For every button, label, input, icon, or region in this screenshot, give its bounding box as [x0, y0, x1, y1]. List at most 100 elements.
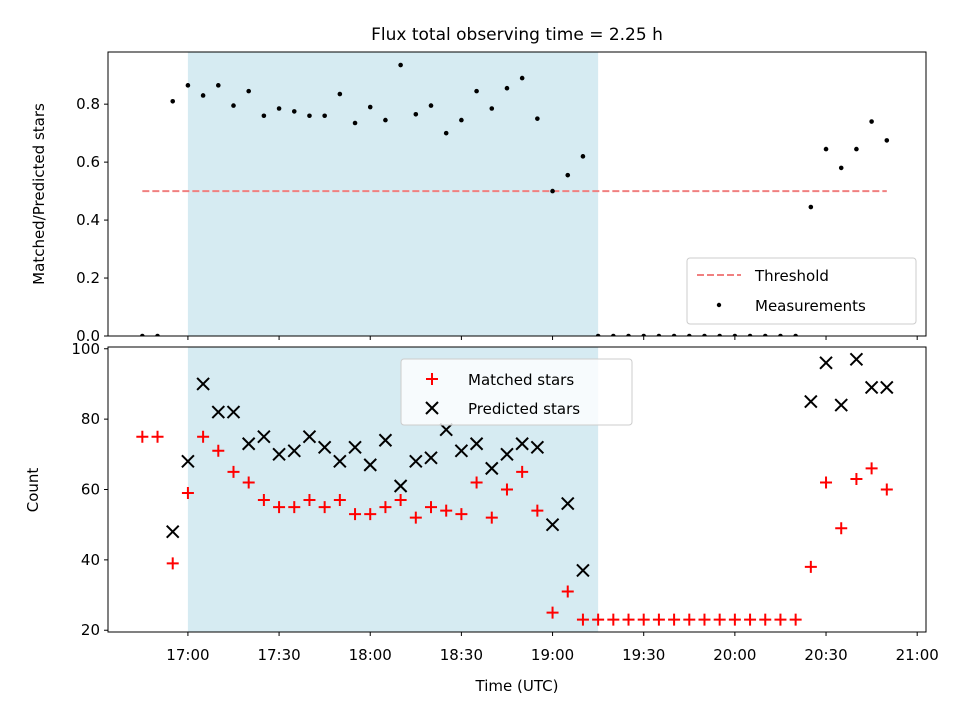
measurement-point — [762, 333, 768, 336]
predicted-star-point — [409, 454, 423, 469]
y-tick-label: 0.2 — [76, 269, 100, 287]
matched-star-point — [713, 613, 726, 626]
top-plot-area — [140, 62, 890, 336]
measurement-point — [686, 333, 692, 336]
x-tick-label: 17:30 — [257, 646, 300, 664]
predicted-star-point — [257, 430, 271, 444]
measurement-point — [474, 88, 479, 94]
x-tick-label: 20:30 — [804, 646, 847, 664]
bottom-x-axis: 17:00 17:30 18:00 18:30 19:00 19:30 20:00 20:30… — [166, 632, 939, 664]
predicted-star-point — [393, 479, 408, 493]
matched-star-point — [592, 613, 605, 626]
predicted-star-point — [317, 440, 332, 454]
measurement-point — [656, 333, 662, 336]
y-tick-label: 0.8 — [76, 95, 100, 113]
matched-star-point — [698, 613, 711, 626]
matched-star-point — [744, 613, 757, 626]
measurement-point — [808, 204, 814, 210]
y-tick-label: 20 — [81, 621, 100, 639]
matched-star-point — [349, 508, 362, 521]
y-tick-label: 0.6 — [76, 153, 100, 171]
bottom-panel: 20 40 60 80 100 17:00 17:30 18:00 18:30 19:00 19:… — [24, 340, 939, 695]
measurement-point — [717, 333, 722, 336]
measurement-point — [838, 165, 844, 171]
matched-star-point — [288, 501, 301, 514]
matched-star-point — [425, 501, 438, 514]
measurement-point — [504, 85, 510, 91]
y-tick-label: 0.4 — [76, 211, 100, 229]
legend-predicted-label: Predicted stars — [468, 400, 580, 418]
measurement-point — [413, 112, 419, 117]
matched-star-point — [151, 430, 164, 443]
x-tick-label: 18:30 — [440, 646, 483, 664]
predicted-star-point — [302, 430, 317, 444]
measurement-point — [428, 103, 434, 108]
predicted-star-point — [363, 458, 377, 472]
legend-predicted-swatch — [425, 401, 439, 415]
matched-star-point — [516, 465, 529, 478]
y-tick-label: 100 — [71, 340, 100, 358]
y-tick-label: 60 — [81, 481, 100, 499]
predicted-star-point — [561, 496, 575, 511]
matched-star-point — [166, 557, 179, 570]
predicted-star-point — [864, 380, 879, 395]
predicted-star-point — [166, 525, 180, 539]
measurement-point — [565, 172, 571, 178]
predicted-star-point — [485, 461, 499, 476]
measurement-point — [367, 104, 373, 110]
predicted-star-point — [196, 377, 210, 391]
bottom-y-axis: 20 40 60 80 100 — [71, 340, 108, 639]
measurement-point — [747, 333, 753, 336]
legend-matched-label: Matched stars — [468, 371, 574, 389]
matched-star-point — [820, 476, 833, 489]
legend-matched-swatch — [426, 373, 438, 385]
measurement-point — [611, 333, 616, 336]
matched-star-point — [440, 504, 453, 517]
measurement-point — [869, 119, 874, 124]
predicted-star-point — [181, 454, 195, 469]
top-axes-frame — [107, 51, 927, 337]
measurement-point — [352, 120, 358, 126]
x-tick-label: 21:00 — [896, 646, 939, 664]
predicted-star-point — [819, 356, 833, 370]
measurement-point — [231, 103, 236, 108]
predicted-star-point — [804, 394, 818, 409]
matched-star-point — [652, 613, 665, 626]
matched-star-point — [546, 606, 559, 619]
measurement-point — [519, 75, 525, 81]
matched-star-point — [774, 613, 787, 626]
predicted-star-point — [439, 422, 453, 437]
x-tick-label: 18:00 — [349, 646, 392, 664]
matched-star-point — [409, 511, 422, 524]
legend-measurements-swatch — [716, 302, 722, 308]
matched-star-point — [759, 613, 772, 626]
bottom-legend: Matched stars Predicted stars — [400, 358, 633, 426]
measurement-point — [291, 109, 297, 114]
matched-star-point — [455, 508, 468, 521]
measurement-point — [793, 333, 798, 336]
matched-star-point — [257, 494, 270, 507]
measurement-point — [200, 93, 206, 98]
y-tick-label: 0.0 — [76, 327, 100, 345]
measurement-point — [155, 333, 160, 336]
measurement-point — [671, 333, 677, 336]
measurement-point — [732, 333, 738, 336]
matched-star-point — [804, 560, 817, 573]
matched-star-point — [181, 487, 194, 500]
measurement-point — [322, 113, 327, 119]
bottom-y-axis-label: Count — [24, 468, 42, 513]
predicted-star-point — [378, 433, 393, 447]
matched-star-point — [835, 522, 848, 535]
matched-star-point — [683, 613, 696, 626]
x-tick-label: 19:30 — [622, 646, 665, 664]
matched-star-point — [728, 613, 741, 626]
measurement-point — [641, 333, 647, 336]
x-tick-label: 19:00 — [531, 646, 574, 664]
predicted-star-point — [545, 517, 560, 532]
predicted-star-point — [348, 440, 362, 454]
top-highlight-span — [187, 52, 599, 336]
matched-star-point — [242, 476, 255, 489]
matched-star-point — [637, 613, 650, 626]
measurement-point — [823, 146, 829, 152]
matched-star-point — [485, 511, 498, 524]
